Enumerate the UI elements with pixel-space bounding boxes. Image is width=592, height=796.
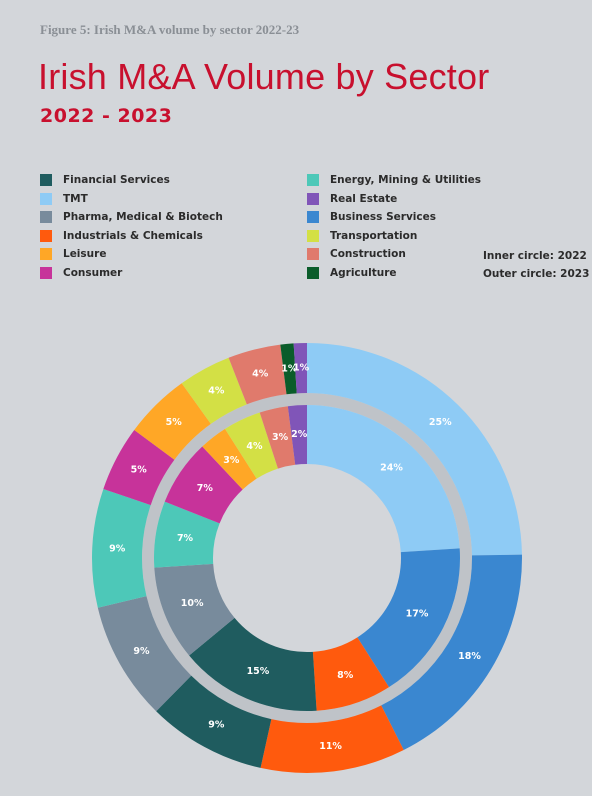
figure-caption: Figure 5: Irish M&A volume by sector 202… — [40, 22, 300, 37]
inner-label-financial-services: 15% — [247, 666, 270, 677]
outer-label-industrials: 11% — [319, 741, 342, 752]
inner-slice-industrials — [312, 637, 389, 711]
outer-slice-industrials — [260, 705, 404, 773]
legend-item-leisure: Leisure — [40, 248, 106, 260]
legend-label: Pharma, Medical & Biotech — [63, 211, 223, 223]
chart-title: Irish M&A Volume by Sector — [38, 56, 490, 97]
inner-label-industrials: 8% — [337, 670, 354, 681]
inner-label-tmt: 24% — [380, 462, 403, 473]
legend-label: Energy, Mining & Utilities — [330, 174, 482, 186]
outer-label-transportation: 4% — [208, 386, 225, 397]
ring-separator — [142, 393, 472, 723]
legend-swatch — [40, 248, 52, 260]
outer-label-pharma: 9% — [133, 646, 150, 657]
inner-slice-construction — [259, 406, 296, 469]
outer-slice-consumer — [103, 430, 175, 506]
inner-slice-business-services — [357, 548, 460, 688]
legend-label: Agriculture — [330, 266, 397, 279]
legend-label: Consumer — [63, 266, 123, 279]
outer-label-agriculture: 1% — [281, 363, 298, 374]
legend-label: Real Estate — [330, 192, 398, 205]
outer-label-business-services: 18% — [458, 651, 481, 662]
outer-label-construction: 4% — [252, 368, 269, 379]
inner-slice-financial-services — [189, 617, 317, 711]
legend-swatch — [40, 192, 52, 205]
legend-swatch — [307, 174, 319, 186]
outer-label-tmt: 25% — [429, 417, 452, 428]
legend-label: Transportation — [330, 229, 418, 242]
inner-label-consumer: 7% — [197, 483, 214, 494]
donut-chart: 24%17%8%15%10%7%7%3%4%3% 2%25%18%11%9%9%9… — [92, 343, 522, 773]
outer-slice-business-services — [381, 554, 522, 751]
inner-slice-transportation — [225, 412, 278, 479]
inner-slice-tmt — [307, 405, 460, 553]
inner-label-construction: 3% — [272, 432, 289, 443]
inner-label-transportation: 4% — [246, 441, 263, 452]
legend-swatch — [40, 266, 52, 279]
outer-label-consumer: 5% — [131, 464, 148, 475]
legend-item-transportation: Transportation — [307, 229, 418, 242]
legend-item-agriculture: Agriculture — [307, 266, 397, 279]
legend-swatch — [307, 248, 319, 260]
outer-circle-note: Outer circle: 2023 — [483, 268, 590, 280]
legend-swatch — [40, 229, 52, 242]
legend-label: Construction — [330, 248, 406, 260]
inner-label-pharma: 10% — [181, 598, 204, 609]
chart-subtitle: 2022 - 2023 — [40, 105, 173, 127]
inner-slice-pharma — [154, 563, 235, 656]
legend-item-construction: Construction — [307, 248, 406, 260]
outer-slice-leisure — [134, 383, 211, 460]
outer-slice-real-estate — [293, 343, 307, 394]
outer-slice-financial-services — [156, 675, 272, 768]
inner-label-business-services: 17% — [406, 609, 429, 620]
legend-swatch — [307, 229, 319, 242]
legend-item-financial-services: Financial Services — [40, 174, 170, 186]
legend-item-real-estate: Real Estate — [307, 192, 398, 205]
legend-item-consumer: Consumer — [40, 266, 123, 279]
legend-swatch — [307, 266, 319, 279]
legend-swatch — [307, 211, 319, 223]
outer-slice-construction — [228, 344, 287, 405]
inner-slice-real-estate — [287, 405, 307, 465]
inner-slice-energy — [154, 501, 220, 568]
legend-swatch — [40, 174, 52, 186]
legend-label: TMT — [63, 192, 88, 205]
inner-slice-leisure — [202, 428, 257, 490]
outer-slice-agriculture — [280, 343, 297, 395]
outer-slice-transportation — [181, 357, 247, 424]
legend-item-tmt: TMT — [40, 192, 88, 205]
outer-label-financial-services: 9% — [208, 719, 225, 730]
legend-swatch — [307, 192, 319, 205]
legend-item-industrials: Industrials & Chemicals — [40, 229, 203, 242]
outer-slice-tmt — [307, 343, 522, 556]
inner-label-leisure: 3% — [223, 455, 240, 466]
outer-slice-pharma — [97, 596, 192, 712]
legend-item-energy: Energy, Mining & Utilities — [307, 174, 481, 186]
inner-label-energy: 7% — [177, 533, 194, 544]
legend-item-business-services: Business Services — [307, 211, 436, 223]
legend-label: Industrials & Chemicals — [63, 229, 203, 242]
outer-label-energy: 9% — [109, 544, 126, 555]
inner-label-real-estate: 2% — [291, 429, 308, 440]
outer-slice-energy — [92, 489, 151, 608]
legend-label: Business Services — [330, 211, 436, 223]
inner-slice-consumer — [164, 446, 243, 524]
outer-label-real-estate: 1% — [293, 363, 310, 374]
legend-swatch — [40, 211, 52, 223]
legend-item-pharma: Pharma, Medical & Biotech — [40, 211, 223, 223]
chart-legend: Financial Services TMT Pharma, Medical & B… — [40, 174, 592, 286]
inner-circle-note: Inner circle: 2022 — [483, 250, 587, 262]
outer-label-leisure: 5% — [166, 417, 183, 428]
legend-label: Financial Services — [63, 174, 170, 186]
legend-label: Leisure — [63, 248, 107, 260]
